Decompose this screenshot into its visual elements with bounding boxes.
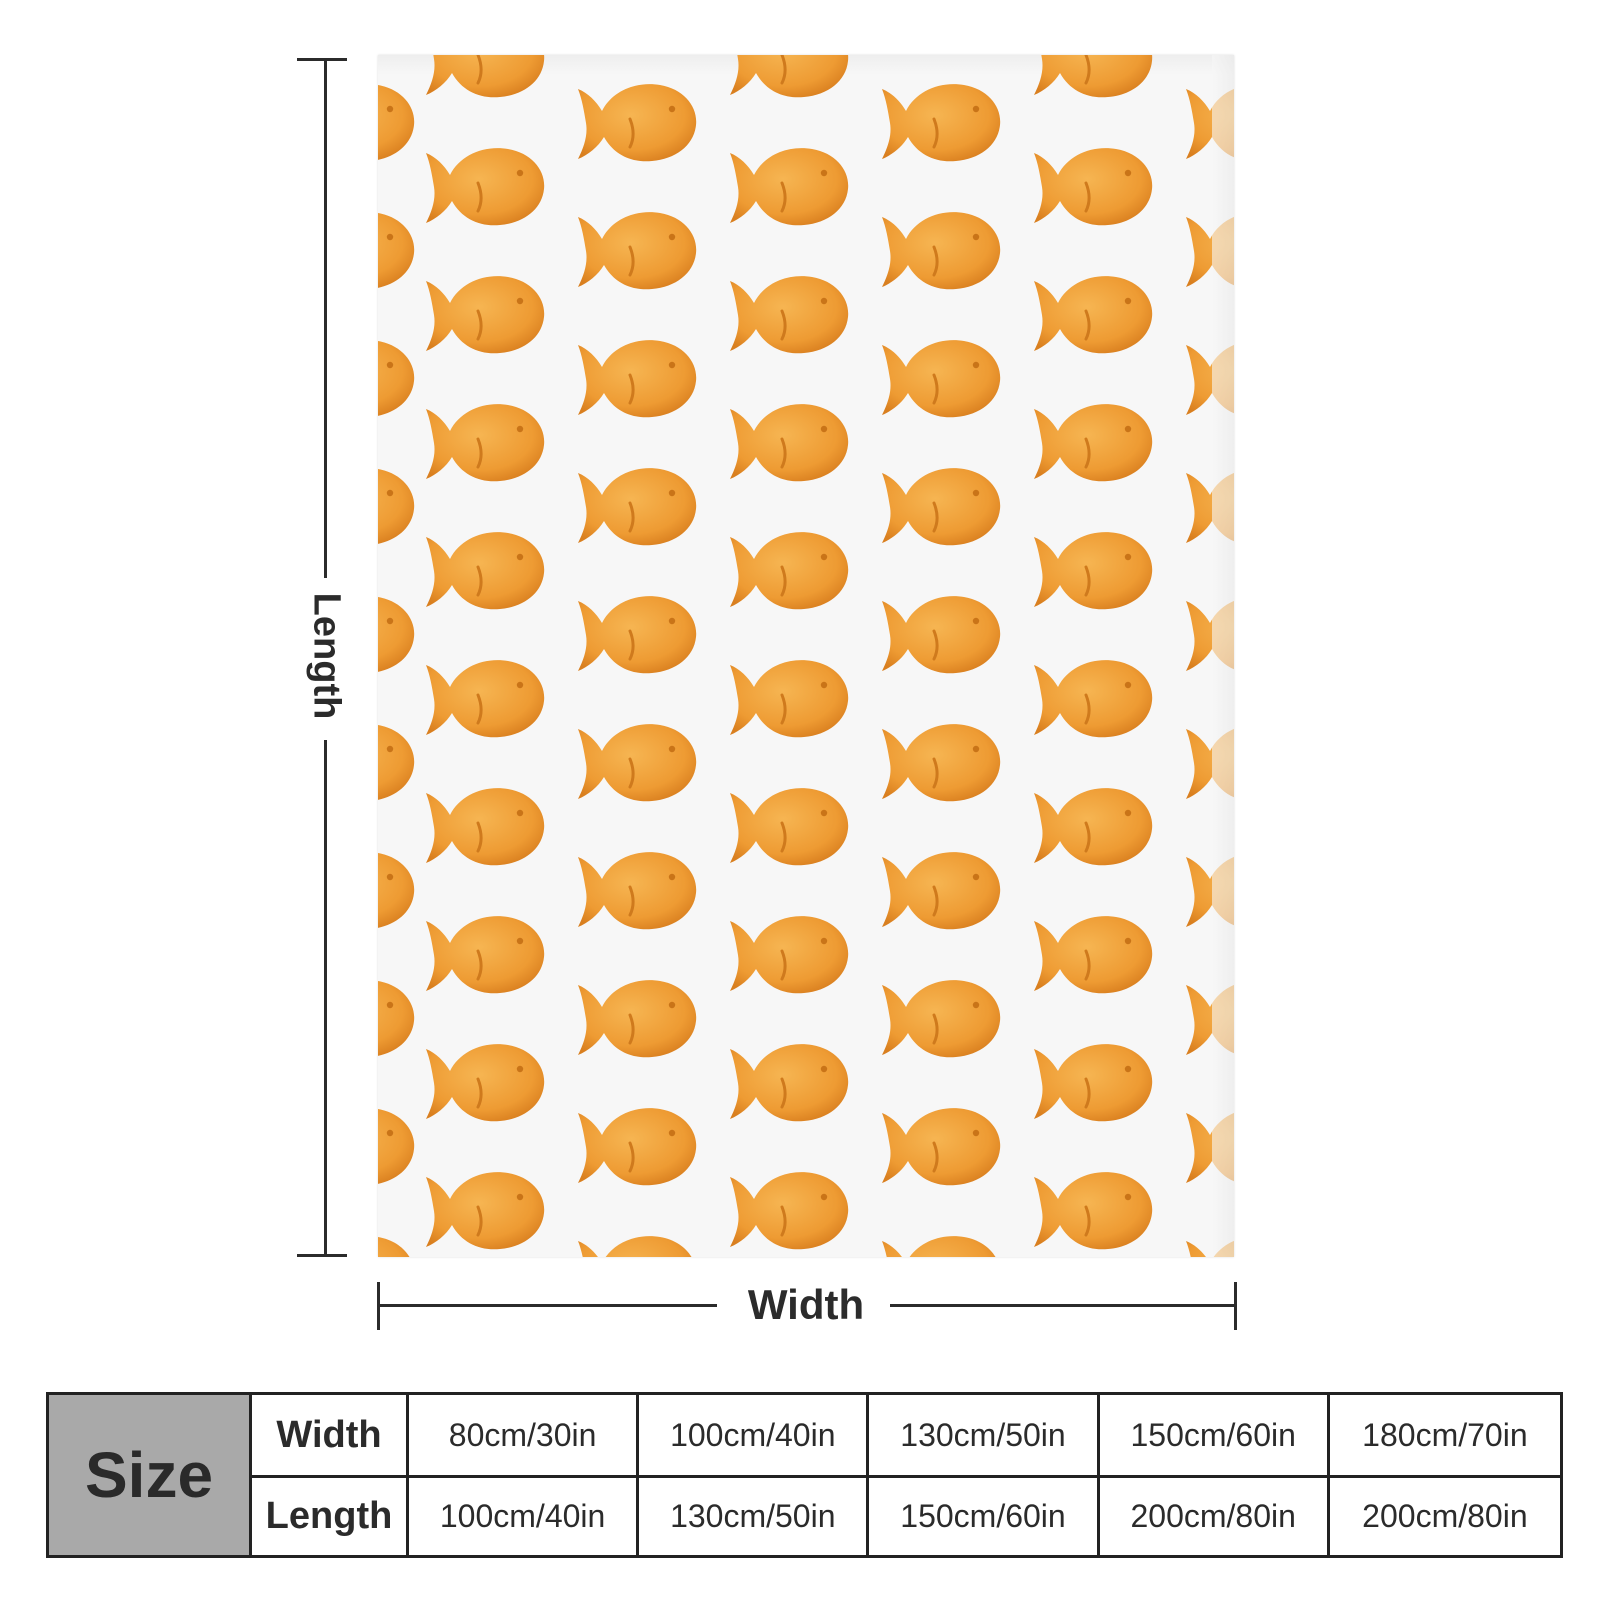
size-cell: 200cm/80in	[1362, 1498, 1528, 1534]
goldfish-cracker-icon	[378, 1099, 418, 1191]
goldfish-cracker-icon	[378, 203, 418, 295]
goldfish-cracker-icon	[876, 1227, 1004, 1257]
goldfish-cracker-icon	[420, 395, 548, 487]
size-cell: 180cm/70in	[1362, 1416, 1528, 1453]
goldfish-cracker-icon	[378, 715, 418, 807]
goldfish-cracker-icon	[378, 1227, 418, 1257]
size-cell: 150cm/60in	[1100, 1395, 1330, 1475]
goldfish-cracker-icon	[876, 459, 1004, 551]
goldfish-cracker-icon	[420, 267, 548, 359]
goldfish-cracker-icon	[572, 459, 700, 551]
goldfish-cracker-icon	[378, 75, 418, 167]
goldfish-cracker-icon	[724, 1035, 852, 1127]
goldfish-cracker-icon	[724, 55, 852, 103]
width-line-right	[890, 1304, 1236, 1307]
goldfish-cracker-icon	[1028, 395, 1156, 487]
length-line-bottom	[324, 740, 327, 1256]
goldfish-cracker-icon	[420, 1163, 548, 1255]
row-label-length: Length	[252, 1478, 409, 1555]
goldfish-cracker-icon	[724, 267, 852, 359]
goldfish-cracker-icon	[420, 1035, 548, 1127]
goldfish-cracker-icon	[378, 587, 418, 679]
goldfish-cracker-icon	[724, 523, 852, 615]
goldfish-cracker-icon	[572, 75, 700, 167]
goldfish-cracker-icon	[378, 971, 418, 1063]
goldfish-cracker-icon	[1028, 651, 1156, 743]
goldfish-cracker-icon	[724, 1163, 852, 1255]
goldfish-cracker-icon	[572, 587, 700, 679]
goldfish-cracker-icon	[420, 907, 548, 999]
goldfish-cracker-icon	[876, 75, 1004, 167]
goldfish-cracker-icon	[572, 1227, 700, 1257]
size-row-width: Width 80cm/30in 100cm/40in 130cm/50in 15…	[252, 1395, 1560, 1475]
goldfish-cracker-icon	[572, 843, 700, 935]
goldfish-cracker-icon	[378, 843, 418, 935]
goldfish-cracker-icon	[724, 139, 852, 231]
goldfish-cracker-icon	[572, 203, 700, 295]
goldfish-cracker-icon	[420, 139, 548, 231]
goldfish-cracker-icon	[1028, 779, 1156, 871]
goldfish-cracker-icon	[876, 203, 1004, 295]
blanket-right-fold	[1212, 55, 1234, 1257]
length-line-top	[324, 58, 327, 578]
width-right-cap	[1234, 1282, 1237, 1330]
goldfish-cracker-icon	[1028, 1163, 1156, 1255]
goldfish-cracker-icon	[378, 459, 418, 551]
goldfish-cracker-icon	[420, 651, 548, 743]
size-cell: 80cm/30in	[409, 1395, 640, 1475]
goldfish-cracker-icon	[876, 1099, 1004, 1191]
size-cell: 100cm/40in	[409, 1478, 640, 1555]
goldfish-cracker-icon	[572, 1099, 700, 1191]
goldfish-cracker-icon	[572, 331, 700, 423]
size-cell: 130cm/50in	[869, 1395, 1100, 1475]
size-cell: 100cm/40in	[639, 1395, 870, 1475]
row-label-width: Width	[252, 1395, 409, 1475]
blanket-product-image	[378, 55, 1234, 1257]
goldfish-cracker-icon	[1028, 55, 1156, 103]
goldfish-cracker-icon	[876, 587, 1004, 679]
size-table-header: Size	[49, 1395, 252, 1555]
goldfish-cracker-icon	[724, 907, 852, 999]
goldfish-cracker-icon	[724, 651, 852, 743]
size-table: Size Width 80cm/30in 100cm/40in 130cm/50…	[46, 1392, 1563, 1558]
goldfish-cracker-icon	[1028, 523, 1156, 615]
goldfish-cracker-icon	[1028, 907, 1156, 999]
goldfish-cracker-icon	[420, 55, 548, 103]
goldfish-cracker-icon	[572, 971, 700, 1063]
goldfish-cracker-icon	[378, 331, 418, 423]
length-top-cap	[297, 58, 347, 61]
goldfish-cracker-icon	[724, 395, 852, 487]
width-line-left	[377, 1304, 717, 1307]
goldfish-cracker-icon	[572, 715, 700, 807]
goldfish-cracker-icon	[876, 715, 1004, 807]
goldfish-cracker-icon	[876, 331, 1004, 423]
size-cell: 130cm/50in	[639, 1478, 870, 1555]
goldfish-cracker-icon	[1028, 267, 1156, 359]
size-table-grid: Width 80cm/30in 100cm/40in 130cm/50in 15…	[252, 1395, 1560, 1555]
goldfish-cracker-icon	[1028, 1035, 1156, 1127]
goldfish-cracker-icon	[420, 779, 548, 871]
size-cell: 200cm/80in	[1100, 1478, 1330, 1555]
goldfish-cracker-icon	[724, 779, 852, 871]
goldfish-cracker-icon	[420, 523, 548, 615]
length-bottom-cap	[297, 1254, 347, 1257]
goldfish-cracker-icon	[1028, 139, 1156, 231]
goldfish-cracker-icon	[876, 843, 1004, 935]
size-cell: 150cm/60in	[869, 1478, 1100, 1555]
size-row-length: Length 100cm/40in 130cm/50in 150cm/60in …	[252, 1475, 1560, 1555]
goldfish-cracker-icon	[876, 971, 1004, 1063]
